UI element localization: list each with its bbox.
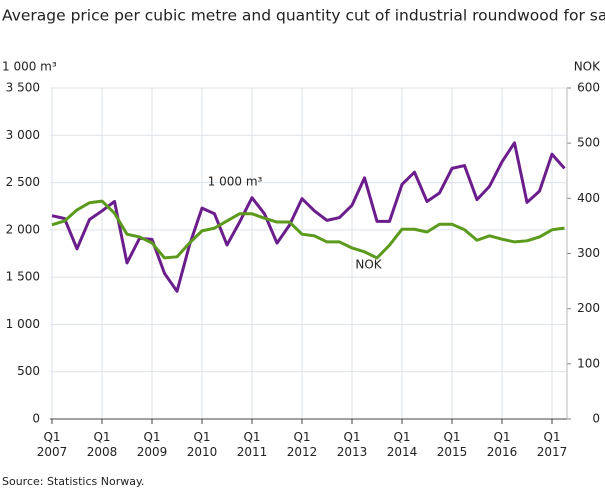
y2-tick-label: 100 xyxy=(577,356,600,370)
y2-tick-label: 0 xyxy=(592,412,600,426)
series-line xyxy=(51,141,566,293)
annotation: NOK xyxy=(355,257,382,271)
x-tick-label: Q1 2009 xyxy=(137,430,168,459)
y-tick-label: 2 000 xyxy=(6,222,40,236)
y2-tick-label: 500 xyxy=(577,136,600,150)
x-tick-label: Q1 2008 xyxy=(87,430,118,459)
x-tick-label: Q1 2010 xyxy=(187,430,218,459)
annotation: 1 000 m³ xyxy=(208,174,263,188)
y2-tick-label: 400 xyxy=(577,191,600,205)
y-tick-label: 1 500 xyxy=(6,270,40,284)
x-tick-label: Q1 2011 xyxy=(237,430,268,459)
x-tick-label: Q1 2016 xyxy=(487,430,518,459)
x-tick-label: Q1 2014 xyxy=(387,430,418,459)
y-axis-title: 1 000 m³ xyxy=(2,60,57,74)
y2-tick-label: 600 xyxy=(577,81,600,95)
y-tick-label: 2 500 xyxy=(6,175,40,189)
x-tick-label: Q1 2013 xyxy=(337,430,368,459)
chart-title: Average price per cubic metre and quanti… xyxy=(2,7,605,25)
y-tick-label: 3 000 xyxy=(6,128,40,142)
x-tick-label: Q1 2007 xyxy=(37,430,68,459)
y-tick-label: 0 xyxy=(32,412,40,426)
y2-tick-label: 300 xyxy=(577,246,600,260)
x-tick-label: Q1 2015 xyxy=(437,430,468,459)
source: Source: Statistics Norway. xyxy=(2,475,144,488)
y-tick-label: 500 xyxy=(17,364,40,378)
series-line xyxy=(51,199,565,260)
y2-tick-label: 200 xyxy=(577,301,600,315)
x-tick-label: Q1 2012 xyxy=(287,430,318,459)
x-tick-label: Q1 2017 xyxy=(537,430,568,459)
y-tick-label: 1 000 xyxy=(6,317,40,331)
y2-axis-title: NOK xyxy=(574,60,601,74)
y-tick-label: 3 500 xyxy=(6,81,40,95)
